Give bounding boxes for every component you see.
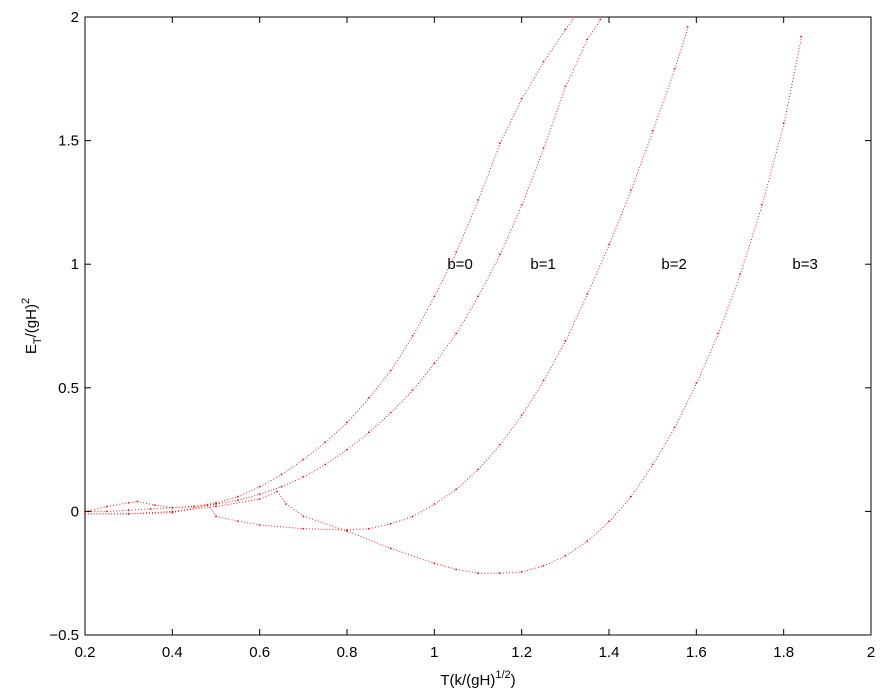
data-point: [573, 16, 575, 18]
y-axis-ticks: −0.5 0 0.5 1 1.5 2: [49, 9, 871, 644]
y-tick-label: 1.5: [58, 133, 79, 150]
series-3: [84, 35, 803, 575]
annotation-label: b=0: [447, 256, 472, 273]
plot-area: [84, 16, 872, 636]
series-trace: [85, 39, 802, 574]
x-tick-label: 0.4: [162, 644, 183, 661]
x-tick-label: 0.2: [75, 644, 96, 661]
y-tick-label: 1: [71, 256, 79, 273]
annotation-label: b=3: [792, 256, 817, 273]
annotation-label: b=2: [661, 256, 686, 273]
y-axis-title: ET/(gH)2: [20, 298, 44, 354]
data-point: [800, 35, 803, 38]
x-tick-label: 0.8: [337, 644, 358, 661]
y-tick-label: −0.5: [49, 627, 79, 644]
x-tick-label: 0.6: [249, 644, 270, 661]
x-axis-ticks: 0.2 0.4 0.6 0.8 1 1.2 1.4 1.6 1.8 2: [75, 17, 875, 661]
x-tick-label: 2: [867, 644, 875, 661]
x-tick-label: 1.6: [686, 644, 707, 661]
x-tick-label: 1.2: [511, 644, 532, 661]
x-tick-label: 1: [430, 644, 438, 661]
data-point: [599, 18, 602, 21]
data-point: [686, 25, 689, 28]
y-tick-label: 0.5: [58, 380, 79, 397]
x-axis-title: T(k/(gH)1/2): [440, 669, 515, 689]
annotation-label: b=1: [530, 256, 555, 273]
y-tick-label: 2: [71, 9, 79, 26]
curve-annotations: b=0 b=1 b=2 b=3: [447, 256, 817, 273]
y-tick-label: 0: [71, 503, 79, 520]
x-tick-label: 1.4: [599, 644, 620, 661]
x-tick-label: 1.8: [773, 644, 794, 661]
